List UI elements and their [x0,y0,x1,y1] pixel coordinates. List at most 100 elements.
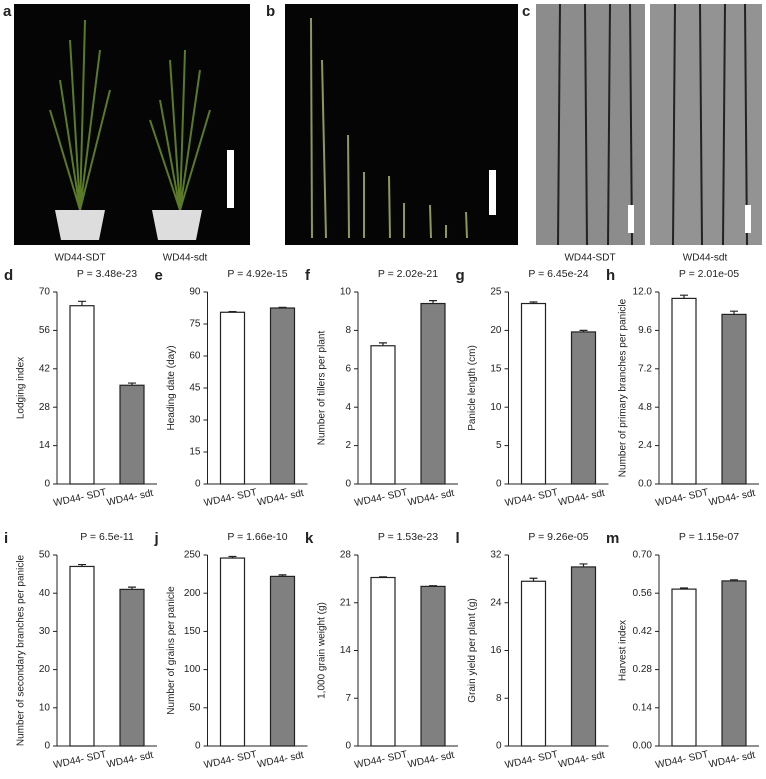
y-tick-label: 250 [184,550,201,561]
y-tick-label: 20 [39,664,51,675]
bar [119,588,145,747]
error-bar [278,306,287,308]
error-bar [379,342,387,346]
error-bar [228,311,237,313]
error-bar [429,585,437,587]
error-bar [78,563,86,567]
bar [420,585,446,747]
photo-label: WD44-SDT [564,253,615,264]
y-tick-label: 150 [184,626,201,637]
error-bar [128,382,136,386]
y-tick-label: 28 [39,402,51,413]
y-tick-label: 0.28 [633,664,653,675]
error-bar [579,563,588,567]
photo-cells-sdt [536,4,645,245]
x-tick-label: WD44- sdt [106,750,155,771]
y-tick-label: 200 [184,588,201,599]
x-tick-label: WD44- SDT [354,749,409,771]
y-tick-label: 21 [340,597,352,608]
panel-letter: m [606,530,619,547]
panel-letter: c [522,3,530,20]
y-axis-label: Heading date (day) [166,345,177,430]
y-tick-label: 12.0 [633,287,653,298]
error-bar [680,587,688,590]
error-bar [730,579,738,581]
x-tick-label: WD44- SDT [504,749,559,771]
y-tick-label: 15 [490,363,502,374]
y-tick-label: 2.4 [638,440,652,451]
p-value: P = 4.92e-15 [227,268,287,280]
y-tick-label: 0.0 [638,479,652,490]
bar [520,302,547,485]
bar [219,311,246,485]
y-tick-label: 50 [39,550,51,561]
y-tick-label: 100 [184,664,201,675]
x-tick-label: WD44- sdt [557,750,606,771]
error-bar [278,574,287,577]
y-axis-label: Number of secondary branches per panicle [16,554,27,746]
y-tick-label: 40 [39,588,51,599]
bar [219,557,246,747]
bar [420,302,446,485]
p-value: P = 2.02e-21 [378,268,438,280]
y-tick-label: 15 [189,447,201,458]
y-tick-label: 20 [490,325,502,336]
x-tick-label: WD44- sdt [708,488,757,509]
p-value: P = 2.01e-05 [679,268,739,280]
y-tick-label: 32 [490,550,502,561]
scale-bar [628,205,634,233]
bar [69,305,95,485]
bar [721,580,747,747]
y-tick-label: 90 [189,287,201,298]
panel-letter: a [3,3,12,20]
y-axis-label: Number of tillers per plant [317,331,328,446]
scale-bar [227,150,234,208]
error-bar [529,301,538,304]
y-axis-label: Panicle length (cm) [467,345,478,431]
x-tick-label: WD44- SDT [655,487,710,509]
y-tick-label: 0 [44,741,50,752]
x-tick-label: WD44- sdt [256,750,305,771]
y-tick-label: 0.14 [633,702,653,713]
panel-letter: i [4,530,8,547]
p-value: P = 6.5e-11 [80,531,134,543]
y-axis-label: Number of grains per panicle [166,586,177,715]
photo-label: WD44-sdt [163,253,208,264]
y-axis-label: Grain yield per plant (g) [467,598,478,703]
panel-letter: b [266,3,275,20]
y-tick-label: 60 [189,351,201,362]
bar [269,307,296,485]
y-axis-label: Harvest index [618,620,629,681]
panel-letter: g [456,267,465,284]
y-tick-label: 2 [345,440,351,451]
y-tick-label: 4.8 [638,402,652,413]
y-tick-label: 28 [340,550,352,561]
p-value: P = 6.45e-24 [528,268,588,280]
p-value: P = 1.15e-07 [679,531,739,543]
y-tick-label: 0.00 [633,741,653,752]
y-tick-label: 0.70 [633,550,653,561]
p-value: P = 1.66e-10 [227,531,287,543]
x-tick-label: WD44- SDT [354,487,409,509]
y-tick-label: 75 [189,319,201,330]
x-tick-label: WD44- SDT [53,749,108,771]
y-tick-label: 5 [496,440,502,451]
panel-letter: j [154,530,159,547]
x-tick-label: WD44- sdt [708,750,757,771]
x-tick-label: WD44- sdt [106,488,155,509]
p-value: P = 9.26e-05 [528,531,588,543]
bar [119,384,145,485]
x-tick-label: WD44- sdt [256,488,305,509]
panel-letter: e [155,267,163,284]
panel-letter: h [606,267,615,284]
x-tick-label: WD44- sdt [557,488,606,509]
y-tick-label: 70 [39,287,51,298]
photo-cells-sdt-mutant [650,4,762,245]
panel-letter: k [305,530,314,547]
bar [370,345,396,485]
y-tick-label: 0 [345,741,351,752]
panel-letter: f [305,267,311,284]
y-tick-label: 25 [490,287,502,298]
error-bar [579,329,588,332]
